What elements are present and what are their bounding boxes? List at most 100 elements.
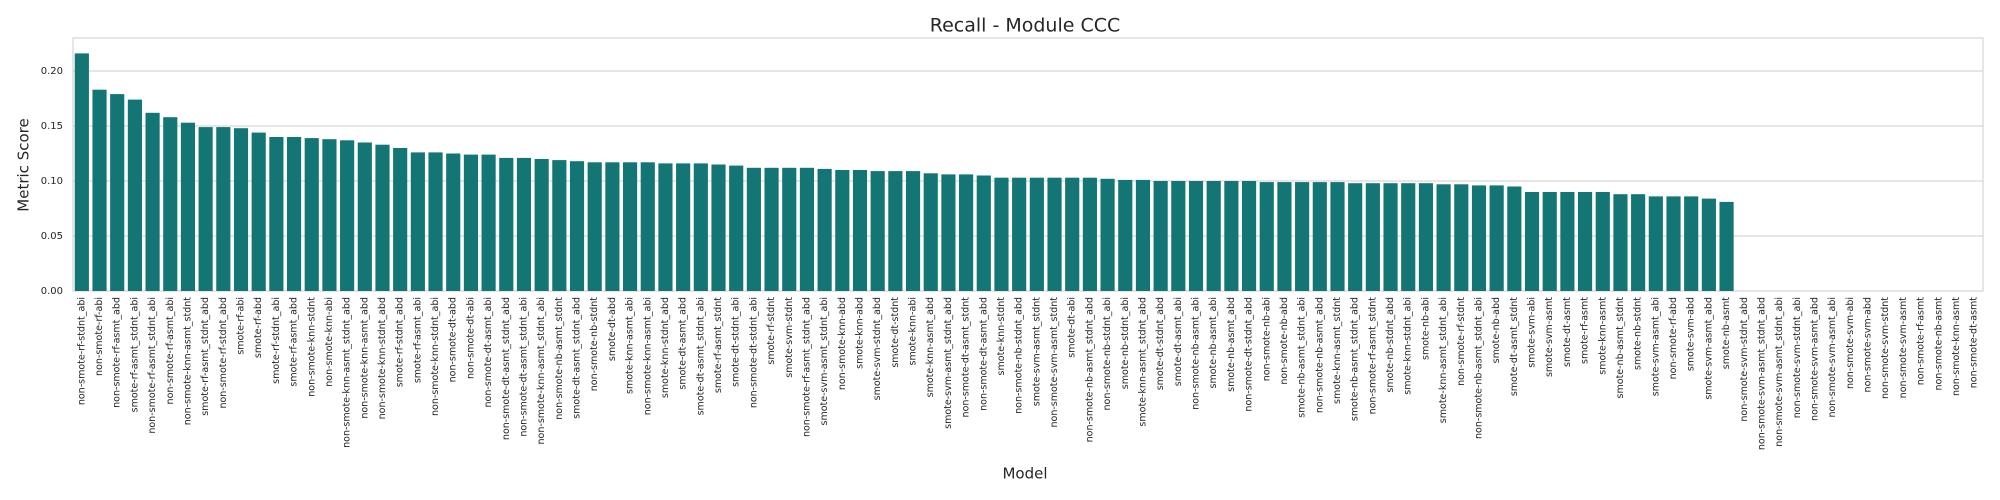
x-tick-label: smote-dt-asmt_abi bbox=[1173, 297, 1184, 386]
bar bbox=[623, 162, 638, 291]
bar bbox=[569, 161, 585, 291]
bar bbox=[357, 142, 372, 291]
x-tick-label: smote-knn-abi bbox=[908, 297, 919, 365]
x-tick-label: non-smote-rf-asmt_stdnt_abi bbox=[147, 297, 158, 434]
bar bbox=[1171, 181, 1186, 291]
bar bbox=[375, 144, 390, 291]
bar bbox=[481, 154, 496, 291]
x-tick-label: non-smote-svm-asmt_abi bbox=[1827, 297, 1838, 418]
x-tick-label: non-smote-svm-asmt bbox=[1898, 297, 1909, 399]
x-tick-label: non-smote-rf-stdnt_abi bbox=[76, 297, 87, 405]
bar bbox=[605, 162, 620, 291]
bar bbox=[676, 163, 691, 291]
bar bbox=[1684, 196, 1699, 291]
y-axis-label: Metric Score bbox=[15, 118, 33, 211]
x-tick-label: smote-knn-asmt bbox=[1597, 297, 1608, 375]
bar bbox=[746, 167, 761, 291]
bar bbox=[994, 177, 1009, 291]
x-tick-label: non-smote-svm-abi bbox=[1845, 297, 1856, 389]
x-tick-label: non-smote-rf-asmt bbox=[1916, 297, 1927, 385]
y-tick-label: 0.05 bbox=[41, 231, 63, 242]
x-tick-label: non-smote-nb-asmt_abi bbox=[1191, 297, 1202, 410]
x-tick-label: non-smote-dt-asmt_stdnt_abi bbox=[518, 297, 529, 437]
x-tick-label: non-smote-svm-stdnt_abi bbox=[1792, 297, 1803, 418]
x-tick-label: smote-nb-stdnt_abi bbox=[1120, 297, 1131, 389]
x-tick-label: smote-svm-asmt_stdnt_abi bbox=[819, 297, 830, 425]
bar bbox=[1489, 185, 1504, 291]
x-tick-label: smote-svm-asmt_abi bbox=[1650, 297, 1661, 396]
bar bbox=[1330, 182, 1345, 291]
bar bbox=[1012, 177, 1027, 291]
bar bbox=[1295, 182, 1310, 291]
y-tick-label: 0.00 bbox=[41, 286, 63, 297]
bar bbox=[1507, 186, 1522, 291]
x-tick-label: non-smote-dt-asmt_stdnt bbox=[961, 297, 972, 418]
bar bbox=[835, 170, 850, 291]
x-tick-label: non-smote-rf-abd bbox=[1668, 297, 1679, 379]
bar bbox=[764, 167, 779, 291]
x-tick-label: non-smote-dt-asmt_abi bbox=[483, 297, 494, 407]
x-tick-label: non-smote-dt-abd bbox=[448, 297, 459, 382]
bar bbox=[870, 171, 885, 291]
x-tick-label: non-smote-dt-asmt_abd bbox=[978, 297, 989, 411]
x-tick-label: non-smote-nb-stdnt_abi bbox=[1102, 297, 1113, 410]
x-tick-label: non-smote-knn-asmt_stdnt_abi bbox=[536, 297, 547, 444]
x-tick-label: smote-dt-stdnt_abi bbox=[731, 297, 742, 387]
x-tick-label: smote-nb-asmt_abd bbox=[1226, 297, 1237, 392]
bar bbox=[1065, 177, 1080, 291]
bar bbox=[1100, 178, 1115, 291]
x-tick-label: non-smote-svm-asmt_stdnt bbox=[1049, 297, 1060, 428]
x-tick-label: smote-dt-abi bbox=[1067, 297, 1078, 358]
x-tick-label: non-smote-svm-asmt_stdnt_abi bbox=[1774, 297, 1785, 447]
x-tick-label: non-smote-rf-asmt_stdnt_abd bbox=[801, 297, 812, 437]
bar bbox=[640, 162, 655, 291]
x-tick-label: smote-nb-asmt_stdnt_abd bbox=[1350, 297, 1361, 421]
bar bbox=[499, 157, 514, 291]
x-tick-label: non-smote-knn-asmt_stdnt_abd bbox=[342, 297, 353, 448]
x-tick-label: smote-dt-asmt bbox=[1562, 297, 1573, 367]
x-tick-label: smote-svm-stdnt bbox=[784, 297, 795, 378]
x-tick-label: smote-dt-abd bbox=[607, 297, 618, 361]
x-tick-label: non-smote-svm-abd bbox=[1863, 297, 1874, 392]
bar bbox=[729, 165, 744, 291]
bar bbox=[1666, 196, 1681, 291]
x-tick-label: smote-knn-asmt_abd bbox=[925, 297, 936, 397]
bar bbox=[446, 153, 461, 291]
bar bbox=[1719, 201, 1734, 291]
x-tick-label: non-smote-knn-asmt bbox=[1951, 297, 1962, 396]
bar bbox=[1312, 182, 1327, 291]
bar bbox=[1153, 181, 1168, 291]
x-tick-label: non-smote-nb-stdnt bbox=[589, 297, 600, 392]
x-tick-label: smote-svm-asmt_stdnt_abd bbox=[943, 297, 954, 429]
bar bbox=[923, 173, 938, 291]
bar bbox=[1613, 194, 1628, 291]
bar bbox=[1348, 183, 1363, 291]
bar bbox=[340, 140, 355, 291]
x-tick-label: smote-knn-stdnt bbox=[996, 297, 1007, 376]
x-tick-label: non-smote-dt-abi bbox=[465, 297, 476, 379]
x-tick-label: smote-nb-stdnt bbox=[1633, 297, 1644, 370]
x-tick-label: smote-svm-abi bbox=[1527, 297, 1538, 368]
x-tick-label: smote-rf-stdnt bbox=[766, 297, 777, 365]
x-tick-label: non-smote-nb-abd bbox=[1279, 297, 1290, 385]
x-tick-label: smote-rf-asmt_stdnt_abi bbox=[129, 297, 140, 412]
bar bbox=[1277, 182, 1292, 291]
bar bbox=[799, 167, 815, 291]
bar bbox=[1241, 181, 1257, 291]
x-tick-label: smote-rf-abi bbox=[236, 297, 247, 355]
x-tick-label: smote-nb-asmt_stdnt_abi bbox=[1297, 297, 1308, 418]
bar bbox=[817, 168, 832, 291]
x-tick-label: non-smote-knn-asmt_stdnt bbox=[182, 297, 193, 425]
bar bbox=[1542, 192, 1557, 291]
bar bbox=[1365, 183, 1380, 291]
bar bbox=[552, 160, 567, 291]
bar bbox=[1471, 185, 1487, 291]
x-tick-label: smote-dt-asmt_stdnt_abd bbox=[572, 297, 583, 419]
bar bbox=[534, 159, 549, 291]
x-tick-label: non-smote-svm-stdnt bbox=[1880, 297, 1891, 399]
bar bbox=[1259, 182, 1274, 291]
x-tick-label: non-smote-rf-stdnt bbox=[1456, 297, 1467, 386]
bar bbox=[393, 148, 408, 291]
x-tick-label: non-smote-knn-stdnt_abd bbox=[377, 297, 388, 419]
x-tick-label: smote-rf-asmt_stdnt bbox=[713, 297, 724, 393]
